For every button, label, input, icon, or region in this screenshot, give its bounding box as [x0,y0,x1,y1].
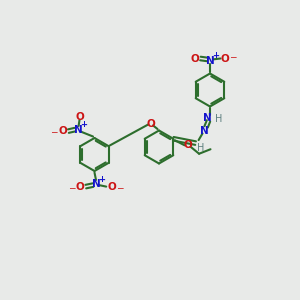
Text: +: + [80,120,87,129]
Text: +: + [98,175,105,184]
Text: O: O [108,182,117,192]
Text: O: O [220,53,230,64]
Text: O: O [146,119,155,129]
Text: O: O [183,140,192,150]
Text: H: H [197,142,205,153]
Text: −: − [50,127,58,136]
Text: O: O [75,112,84,122]
Text: N: N [206,56,214,66]
Text: N: N [200,125,209,136]
Text: +: + [212,51,219,60]
Text: N: N [203,113,212,123]
Text: O: O [190,53,199,64]
Text: N: N [92,178,100,189]
Text: −: − [68,183,76,192]
Text: N: N [74,124,82,135]
Text: O: O [58,126,67,136]
Text: −: − [116,183,124,192]
Text: −: − [230,52,237,62]
Text: O: O [75,182,84,192]
Text: H: H [215,114,222,124]
